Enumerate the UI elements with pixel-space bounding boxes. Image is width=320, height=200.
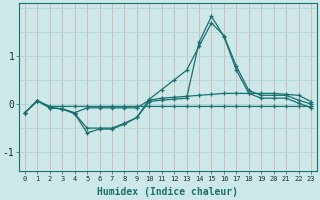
X-axis label: Humidex (Indice chaleur): Humidex (Indice chaleur)	[98, 187, 238, 197]
